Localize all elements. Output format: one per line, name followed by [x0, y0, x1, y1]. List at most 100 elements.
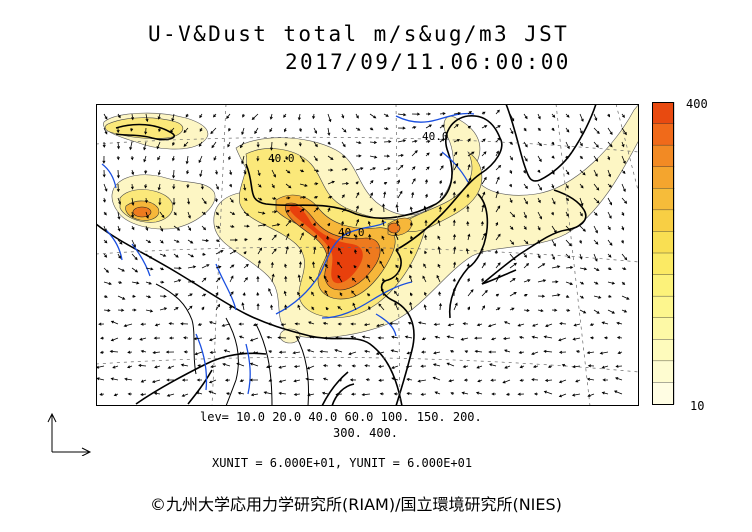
wind-vector — [295, 336, 301, 339]
wind-vector — [116, 183, 120, 193]
wind-vector — [239, 379, 245, 383]
wind-vector — [229, 211, 236, 215]
wind-vector — [587, 364, 595, 368]
wind-vector — [466, 193, 470, 198]
wind-vector — [523, 225, 527, 230]
colorbar-cell — [652, 382, 675, 405]
wind-vector — [432, 363, 441, 367]
wind-vector — [409, 301, 413, 311]
wind-vector — [565, 295, 570, 298]
wind-vector — [389, 322, 399, 326]
wind-vector — [565, 141, 570, 150]
wind-vector — [215, 265, 222, 269]
wind-vector — [593, 183, 600, 191]
wind-vector — [489, 363, 497, 367]
wind-vector — [335, 392, 343, 396]
wind-vector — [617, 351, 623, 355]
wind-vector — [397, 126, 406, 130]
wind-vector — [410, 292, 413, 297]
wind-vector — [565, 169, 570, 176]
wind-vector — [341, 182, 350, 186]
wind-vector — [311, 291, 315, 297]
wind-vector — [183, 350, 189, 354]
wind-vector — [215, 183, 219, 190]
wind-vector — [545, 323, 553, 328]
wind-vector — [509, 211, 516, 218]
wind-vector — [156, 141, 161, 150]
wind-vector — [439, 192, 443, 199]
wind-vector — [327, 168, 334, 172]
wind-vector — [256, 275, 260, 283]
wind-vector — [558, 393, 567, 398]
wind-vector — [324, 263, 329, 269]
wind-vector — [243, 263, 249, 269]
wind-vector — [173, 239, 180, 243]
wind-vector — [397, 164, 404, 171]
wind-vector — [424, 219, 428, 226]
wind-vector — [158, 127, 162, 133]
wind-vector — [452, 287, 456, 297]
wind-vector — [308, 321, 315, 325]
wind-vector — [579, 295, 585, 299]
wind-vector — [127, 365, 133, 369]
wind-vector — [607, 309, 616, 314]
wind-vector — [201, 252, 206, 256]
wind-vector — [350, 322, 357, 326]
wind-vector — [285, 233, 290, 241]
wind-vector — [543, 349, 553, 353]
wind-vector — [621, 183, 626, 193]
wind-vector — [495, 205, 501, 213]
wind-vector — [453, 246, 457, 255]
wind-vector — [249, 378, 258, 382]
wind-vector — [551, 293, 561, 297]
wind-vector — [436, 274, 441, 283]
wind-vector — [378, 303, 385, 311]
wind-vector — [144, 183, 148, 189]
wind-vector — [297, 113, 301, 121]
unit-vector-scale: XUNIT = 6.000E+01, YUNIT = 6.000E+01 — [212, 456, 473, 470]
wind-vector — [517, 392, 525, 396]
wind-vector — [537, 225, 541, 231]
wind-vector — [417, 379, 427, 383]
wind-vector — [523, 169, 526, 174]
wind-vector — [355, 181, 359, 185]
wind-vector — [132, 308, 137, 312]
wind-vector — [355, 218, 360, 227]
wind-vector — [558, 337, 567, 342]
wind-vector — [187, 280, 196, 284]
wind-vector — [537, 263, 546, 269]
wind-vector — [523, 294, 528, 297]
wind-vector — [481, 305, 486, 311]
wind-vector — [607, 211, 612, 219]
wind-vector — [475, 391, 483, 395]
wind-vector — [224, 378, 231, 382]
wind-vector — [537, 294, 546, 298]
wind-vector — [423, 304, 427, 311]
wind-vector — [480, 220, 484, 227]
wind-vector — [355, 205, 359, 213]
wind-vector — [586, 351, 595, 355]
wind-vector — [517, 323, 525, 327]
wind-vector — [173, 225, 181, 231]
wind-vector — [299, 155, 305, 163]
wind-vector — [375, 351, 385, 355]
wind-vector — [241, 127, 245, 136]
wind-vector — [285, 155, 288, 161]
wind-vector — [593, 253, 598, 262]
wind-vector — [537, 113, 541, 120]
wind-vector — [559, 322, 567, 326]
wind-vector — [297, 304, 301, 311]
wind-vector — [99, 392, 105, 396]
wind-vector — [565, 197, 570, 201]
wind-vector — [200, 183, 204, 190]
wind-vector — [593, 309, 600, 314]
wind-vector — [378, 378, 385, 382]
wind-vector — [476, 365, 483, 369]
wind-vector — [339, 292, 343, 297]
wind-vector — [607, 294, 612, 298]
wind-vector — [481, 151, 487, 157]
wind-vector — [355, 154, 362, 158]
wind-vector — [221, 323, 231, 327]
wind-vector — [607, 267, 612, 270]
wind-vector — [187, 305, 193, 311]
